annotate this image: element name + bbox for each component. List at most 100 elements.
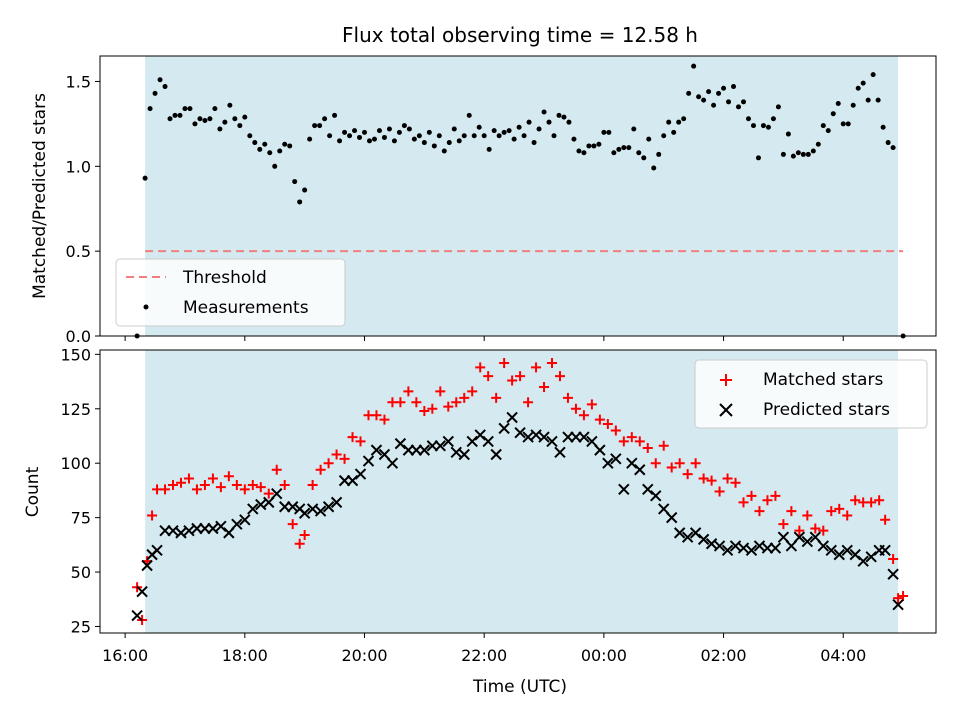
predicted-star-point [887,568,899,580]
matched-star-point [578,410,589,421]
predicted-star-point [753,540,766,552]
predicted-star-point [506,411,518,424]
measurement-point [396,129,402,135]
measurement-point [406,126,412,132]
matched-star-point [554,371,565,382]
matched-star-point [547,358,558,369]
measurement-point [297,199,303,205]
predicted-star-point [522,431,534,443]
measurement-point [521,133,527,139]
measurement-point [207,116,213,122]
top-panel: 0.0 0.5 1.0 1.5 Matched/Predicted stars Thr… [30,55,937,346]
measurement-point [870,72,876,78]
matched-star-point [594,414,605,425]
measurement-point [157,77,163,83]
measurement-point [342,129,348,135]
matched-star-point [499,358,510,369]
legend-matched-swatch [720,374,732,386]
measurement-point [691,63,697,69]
predicted-star-point [841,544,853,556]
legend-predicted-swatch [719,403,733,417]
measurement-point [202,117,208,123]
legend-matched-label: Matched stars [763,370,883,390]
matched-star-point [263,488,274,499]
bottom-legend-box [694,359,928,429]
measurement-point [486,146,492,152]
measurement-point [721,85,727,91]
predicted-star-point [298,507,311,519]
predicted-star-point [721,544,734,556]
measurement-point [591,143,597,149]
predicted-stars-points [131,411,904,622]
matched-star-point [467,386,478,397]
matched-star-point [231,479,242,490]
matched-star-point [451,397,462,408]
measurement-point [366,138,372,144]
measurement-point [696,94,702,100]
matched-star-point [147,510,158,521]
matched-star-point [287,519,298,530]
measurement-point [242,114,248,120]
matched-star-point [168,479,179,490]
predicted-star-point [131,609,143,622]
top-legend-box [115,258,346,327]
matched-stars-points [132,358,909,625]
measurement-point [386,126,392,132]
top-plot-frame [99,55,937,337]
y-tick-label: 50 [71,563,91,582]
matched-star-point [307,479,318,490]
predicted-star-point [386,457,399,469]
measurement-point [731,84,737,90]
measurement-point [840,121,846,127]
measurement-point [656,151,662,157]
predicted-star-point [879,544,891,556]
matched-star-point [435,386,446,397]
matched-star-point [175,477,186,488]
matched-star-point [610,425,621,436]
predicted-star-point [745,544,758,556]
matched-star-point [239,484,250,495]
matched-star-point [419,405,430,416]
measurement-point [651,165,657,171]
measurement-point [890,145,896,151]
predicted-star-point [370,444,383,456]
y-tick-label: 1.0 [66,157,91,176]
matched-star-point [160,484,171,495]
matched-star-point [523,397,534,408]
predicted-star-point [346,474,359,487]
matched-star-point [207,473,218,484]
predicted-star-point [650,490,662,502]
measurement-point [421,140,427,146]
measurement-point [431,143,437,149]
predicted-star-point [793,531,806,543]
measurement-point [142,175,148,181]
predicted-star-point [849,548,861,561]
predicted-star-point [490,448,502,461]
y-tick-label: 75 [71,509,91,528]
measurement-point [357,134,363,140]
matched-star-point [682,469,693,480]
top-x-axis-ticks [124,336,844,341]
measurement-point [581,150,587,156]
predicted-star-point [658,503,670,515]
predicted-star-point [681,531,694,543]
matched-star-point [223,471,234,482]
matched-star-point [294,538,305,549]
y-tick-label: 125 [60,400,91,419]
measurement-point [780,151,786,157]
measurement-point [860,80,866,86]
predicted-star-point [665,511,678,524]
predicted-star-point [286,501,299,513]
matched-star-point [199,479,210,490]
predicted-star-point [865,551,877,563]
measurement-point [835,101,841,107]
measurement-point [815,141,821,147]
measurement-point [177,112,183,118]
matched-star-point [183,473,194,484]
predicted-star-point [697,533,710,546]
matched-star-point [443,401,454,412]
measurement-point [167,116,173,122]
matched-star-point [395,397,406,408]
measurement-point [511,136,517,142]
measurement-point [307,136,313,142]
